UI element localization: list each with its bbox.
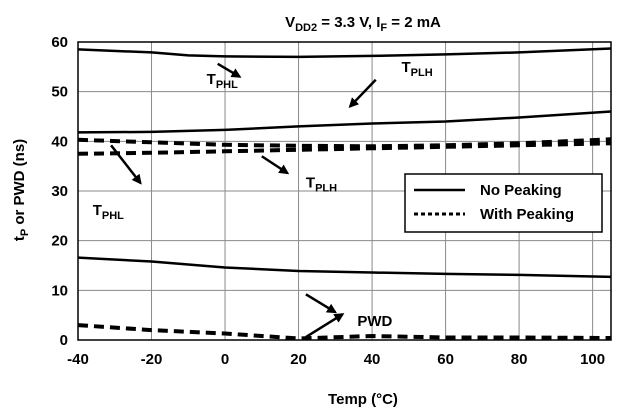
series-line-3 (77, 137, 612, 149)
y-tick-label: 60 (51, 34, 68, 51)
annotation-label: TPHL (93, 202, 124, 222)
y-tick-label: 40 (51, 133, 68, 150)
y-axis-title: tP or PWD (ns) (11, 139, 31, 241)
x-tick-label: 60 (437, 351, 454, 368)
y-tick-label: 30 (51, 183, 68, 200)
x-tick-label: -20 (141, 351, 163, 368)
annotations: TPHL TPLH TPHL TPLH PWD (93, 59, 433, 339)
annotation-label: TPLH (306, 175, 337, 195)
series-line-1 (77, 47, 612, 59)
legend-label-with-peaking: With Peaking (480, 206, 574, 223)
legend-label-no-peaking: No Peaking (480, 182, 562, 199)
tick-labels: 0 10 20 30 40 50 60 -40 -20 0 20 40 60 80 100 (51, 34, 605, 368)
series-line-2 (77, 110, 612, 134)
annotation-arrow (348, 78, 377, 109)
x-tick-label: 20 (290, 351, 307, 368)
annotation-label: TPLH (401, 59, 432, 79)
x-tick-label: 80 (511, 351, 528, 368)
y-tick-label: 0 (60, 332, 68, 349)
annotation-arrow (305, 293, 338, 314)
x-axis-title: Temp (°C) (328, 391, 398, 408)
series-lines (77, 47, 612, 341)
annotation-arrow (305, 313, 345, 339)
x-tick-label: 0 (221, 351, 229, 368)
x-tick-label: 40 (364, 351, 381, 368)
x-tick-label: 100 (580, 351, 605, 368)
annotation-label: TPHL (207, 71, 238, 91)
y-tick-label: 20 (51, 233, 68, 250)
annotation-arrow (217, 62, 242, 78)
y-tick-label: 10 (51, 282, 68, 299)
legend-box (404, 173, 603, 233)
annotation-arrow (261, 155, 290, 175)
annotation-label: PWD (357, 313, 392, 330)
chart-title: VDD2 = 3.3 V, IF = 2 mA (285, 14, 441, 34)
series-line-4 (77, 141, 612, 156)
annotation-arrow (110, 144, 142, 185)
plot-frame (77, 41, 612, 341)
legend: No Peaking With Peaking (404, 173, 603, 233)
series-line-5 (77, 256, 612, 279)
y-tick-label: 50 (51, 84, 68, 101)
series-line-6 (77, 323, 612, 341)
x-tick-label: -40 (67, 351, 89, 368)
